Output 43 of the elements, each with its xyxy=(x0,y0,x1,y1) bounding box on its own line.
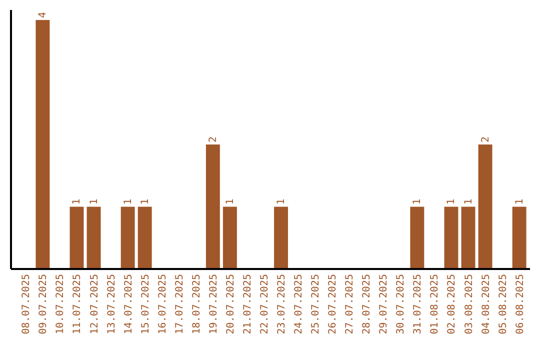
data-label: 1 xyxy=(88,198,100,205)
data-label: 1 xyxy=(446,198,458,205)
data-label: 1 xyxy=(514,198,526,205)
x-tick-label: 17.07.2025 xyxy=(174,274,186,334)
data-label: 1 xyxy=(276,198,288,205)
x-tick-label: 19.07.2025 xyxy=(208,274,220,334)
data-label: 1 xyxy=(140,198,151,205)
x-tick-label: 01.08.2025 xyxy=(430,274,441,334)
x-tick-label: 28.07.2025 xyxy=(362,274,373,334)
data-label: 1 xyxy=(72,198,83,205)
data-label: 4 xyxy=(38,12,49,18)
x-tick-label: 02.08.2025 xyxy=(446,274,458,334)
x-tick-label: 13.07.2025 xyxy=(106,274,118,334)
x-tick-label: 04.08.2025 xyxy=(480,274,492,334)
data-label: 2 xyxy=(208,136,219,142)
x-tick-label: 31.07.2025 xyxy=(412,274,424,334)
x-tick-label: 25.07.2025 xyxy=(310,274,322,334)
x-tick-label: 27.07.2025 xyxy=(344,274,356,334)
x-tick-label: 30.07.2025 xyxy=(396,274,407,334)
x-tick-label: 03.08.2025 xyxy=(464,274,475,334)
x-tick-label: 23.07.2025 xyxy=(276,274,288,334)
x-tick-label: 15.07.2025 xyxy=(140,274,152,334)
x-tick-label: 20.07.2025 xyxy=(225,274,236,334)
data-label: 1 xyxy=(122,198,134,205)
x-tick-label: 08.07.2025 xyxy=(21,274,32,334)
x-tick-label: 22.07.2025 xyxy=(259,274,270,334)
x-tick-label: 12.07.2025 xyxy=(89,274,100,334)
x-tick-label: 11.07.2025 xyxy=(72,274,84,334)
x-tick-label: 26.07.2025 xyxy=(328,274,339,334)
x-tick-label: 09.07.2025 xyxy=(38,274,50,334)
x-tick-label: 06.08.2025 xyxy=(514,274,526,334)
x-tick-label: 16.07.2025 xyxy=(157,274,168,334)
x-tick-label: 05.08.2025 xyxy=(498,274,509,334)
x-tick-label: 21.07.2025 xyxy=(242,274,254,334)
x-tick-label: 10.07.2025 xyxy=(55,274,66,334)
x-tick-label: 29.07.2025 xyxy=(378,274,390,334)
data-label: 2 xyxy=(480,136,492,142)
x-tick-label: 14.07.2025 xyxy=(123,274,134,334)
x-tick-label: 24.07.2025 xyxy=(294,274,305,334)
data-label: 1 xyxy=(412,198,424,205)
data-label: 1 xyxy=(463,198,474,205)
data-label: 1 xyxy=(224,198,236,205)
x-tick-label: 18.07.2025 xyxy=(191,274,202,334)
